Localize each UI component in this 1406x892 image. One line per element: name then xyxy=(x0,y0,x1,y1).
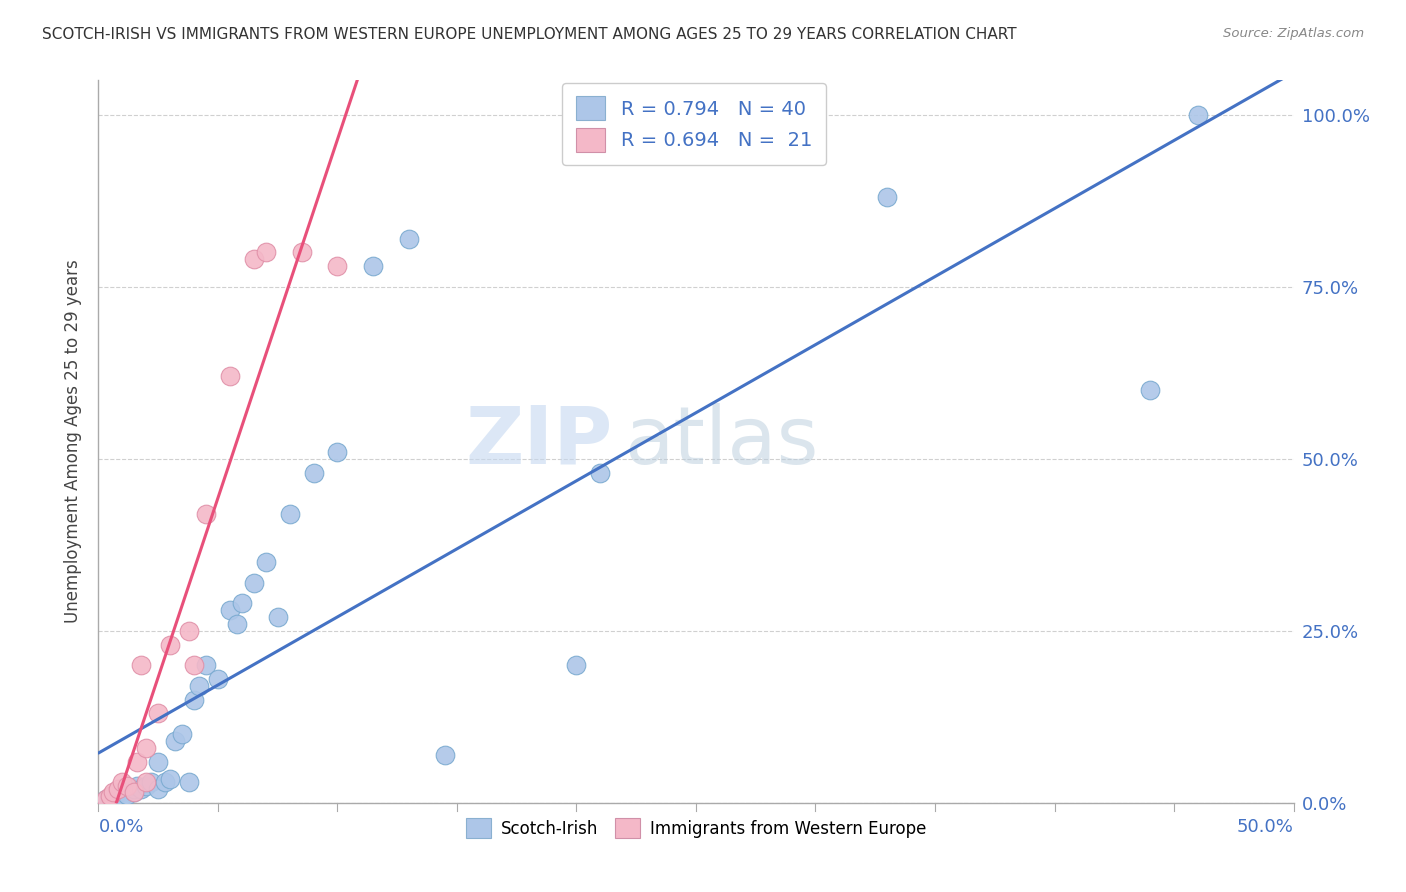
Point xyxy=(267,610,290,624)
Point xyxy=(278,507,301,521)
Point xyxy=(98,790,122,805)
Point xyxy=(876,190,898,204)
Point xyxy=(219,369,242,384)
Point xyxy=(159,638,181,652)
Point xyxy=(179,775,201,789)
Point xyxy=(1187,108,1209,122)
Point xyxy=(101,785,124,799)
Point xyxy=(434,747,457,762)
Point xyxy=(124,782,146,797)
Point xyxy=(254,245,277,260)
Point xyxy=(135,740,157,755)
Point xyxy=(207,672,229,686)
Point xyxy=(231,596,253,610)
Point xyxy=(94,792,117,806)
Point xyxy=(98,789,122,803)
Text: Source: ZipAtlas.com: Source: ZipAtlas.com xyxy=(1223,27,1364,40)
Point xyxy=(115,779,138,793)
Point xyxy=(226,616,249,631)
Text: 50.0%: 50.0% xyxy=(1237,818,1294,836)
Point xyxy=(135,779,157,793)
Point xyxy=(111,775,134,789)
Text: SCOTCH-IRISH VS IMMIGRANTS FROM WESTERN EUROPE UNEMPLOYMENT AMONG AGES 25 TO 29 : SCOTCH-IRISH VS IMMIGRANTS FROM WESTERN … xyxy=(42,27,1017,42)
Point xyxy=(139,775,162,789)
Point xyxy=(363,259,385,273)
Point xyxy=(589,466,612,480)
Point xyxy=(163,734,186,748)
Point xyxy=(195,507,218,521)
Y-axis label: Unemployment Among Ages 25 to 29 years: Unemployment Among Ages 25 to 29 years xyxy=(63,260,82,624)
Point xyxy=(183,692,205,706)
Point xyxy=(125,755,148,769)
Point xyxy=(243,575,266,590)
Point xyxy=(107,785,129,799)
Point xyxy=(124,785,146,799)
Point xyxy=(159,772,181,786)
Point xyxy=(148,755,170,769)
Point xyxy=(291,245,314,260)
Point xyxy=(131,782,153,797)
Point xyxy=(125,779,148,793)
Point xyxy=(565,658,588,673)
Point xyxy=(326,445,349,459)
Point xyxy=(195,658,218,673)
Point xyxy=(115,788,138,802)
Point xyxy=(219,603,242,617)
Text: atlas: atlas xyxy=(624,402,818,481)
Point xyxy=(104,789,127,803)
Point xyxy=(124,785,146,799)
Point xyxy=(148,706,170,721)
Point xyxy=(179,624,201,638)
Point xyxy=(111,789,134,803)
Point xyxy=(302,466,325,480)
Point xyxy=(155,775,177,789)
Point xyxy=(131,658,153,673)
Point xyxy=(135,775,157,789)
Point xyxy=(94,792,117,806)
Point xyxy=(243,252,266,267)
Point xyxy=(1139,383,1161,397)
Point xyxy=(148,782,170,797)
Point xyxy=(172,727,194,741)
Point xyxy=(107,782,129,797)
Text: ZIP: ZIP xyxy=(465,402,613,481)
Point xyxy=(254,555,277,569)
Text: 0.0%: 0.0% xyxy=(98,818,143,836)
Point xyxy=(187,679,209,693)
Point xyxy=(183,658,205,673)
Point xyxy=(326,259,349,273)
Point xyxy=(398,231,420,245)
Legend: Scotch-Irish, Immigrants from Western Europe: Scotch-Irish, Immigrants from Western Eu… xyxy=(460,812,932,845)
